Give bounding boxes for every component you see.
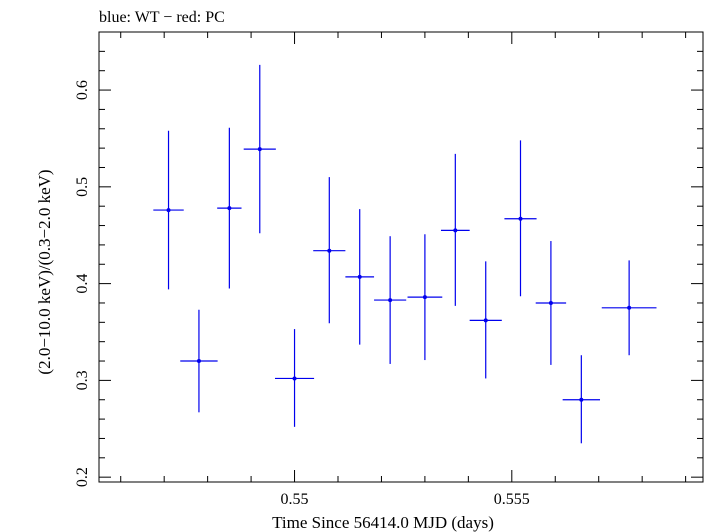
y-tick-label: 0.3 <box>74 370 91 390</box>
data-point <box>440 153 470 306</box>
chart-title: blue: WT − red: PC <box>99 9 225 26</box>
data-point <box>601 260 657 356</box>
point-marker <box>166 208 171 213</box>
y-tick-label: 0.4 <box>74 274 91 294</box>
point-marker <box>627 305 632 310</box>
point-marker <box>196 359 201 364</box>
data-point <box>562 355 601 444</box>
point-marker <box>422 295 427 300</box>
data-point <box>180 309 218 413</box>
axis-ticks <box>99 31 703 482</box>
x-tick-label: 0.555 <box>494 491 530 508</box>
data-point <box>535 241 567 365</box>
point-marker <box>548 300 553 305</box>
point-marker <box>257 147 262 152</box>
x-tick-label: 0.55 <box>281 491 309 508</box>
point-marker <box>483 318 488 323</box>
data-point <box>504 140 537 297</box>
data-point <box>407 234 443 361</box>
data-point <box>153 130 184 290</box>
point-marker <box>292 376 297 381</box>
point-marker <box>327 248 332 253</box>
data-point <box>313 177 346 324</box>
point-marker <box>357 274 362 279</box>
plot-frame <box>98 31 704 483</box>
y-axis-label: (2.0−10.0 keV)/(0.3−2.0 keV) <box>35 169 54 374</box>
data-point <box>274 329 315 427</box>
point-marker <box>227 206 232 211</box>
data-point <box>345 209 375 345</box>
data-point <box>374 236 407 364</box>
y-tick-label: 0.6 <box>74 80 91 100</box>
y-tick-label: 0.2 <box>74 467 91 487</box>
data-point <box>217 127 242 289</box>
point-marker <box>388 298 393 303</box>
tick-labels: 0.55 0.555 0.2 0.3 0.4 0.5 0.6 <box>74 80 530 508</box>
data-point <box>243 64 276 234</box>
point-marker <box>518 216 523 221</box>
x-axis-label: Time Since 56414.0 MJD (days) <box>272 513 494 532</box>
data-point <box>469 261 502 379</box>
data-points <box>153 64 657 444</box>
y-tick-label: 0.5 <box>74 177 91 197</box>
point-marker <box>579 397 584 402</box>
point-marker <box>453 228 458 233</box>
